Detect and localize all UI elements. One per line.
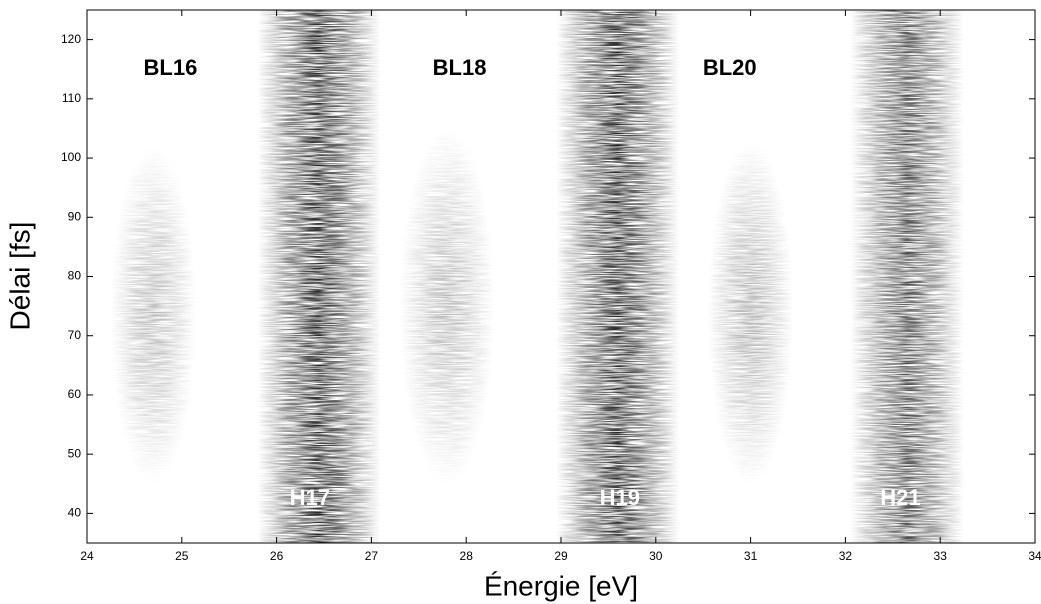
x-tick-label: 24 (80, 549, 94, 563)
x-tick-label: 27 (365, 549, 379, 563)
y-tick-label: 100 (61, 150, 81, 164)
x-tick-label: 26 (270, 549, 284, 563)
band (556, 10, 680, 543)
band-layer (110, 10, 964, 543)
band-label: H17 (290, 485, 330, 510)
y-tick-label: 70 (68, 328, 82, 342)
x-tick-label: 32 (839, 549, 853, 563)
band (707, 140, 794, 484)
band (110, 146, 197, 484)
band-label: BL18 (433, 55, 487, 80)
x-axis-label: Énergie [eV] (484, 570, 638, 601)
band (257, 10, 381, 543)
band-label: BL20 (703, 55, 757, 80)
x-tick-label: 33 (934, 549, 948, 563)
x-tick-label: 28 (460, 549, 474, 563)
band-label: H19 (600, 485, 640, 510)
x-tick-label: 30 (649, 549, 663, 563)
y-tick-label: 40 (68, 506, 82, 520)
y-tick-label: 80 (68, 269, 82, 283)
band (850, 10, 964, 543)
band-label: BL16 (144, 55, 198, 80)
y-tick-label: 50 (68, 446, 82, 460)
y-tick-label: 120 (61, 32, 81, 46)
x-tick-label: 31 (744, 549, 758, 563)
x-tick-label: 25 (175, 549, 189, 563)
band (399, 128, 495, 484)
band-label: H21 (880, 485, 920, 510)
y-tick-label: 60 (68, 387, 82, 401)
x-tick-label: 29 (554, 549, 568, 563)
y-tick-label: 90 (68, 209, 82, 223)
y-tick-label: 110 (62, 91, 81, 105)
y-axis-label: Délai [fs] (4, 222, 35, 331)
x-tick-label: 34 (1028, 549, 1041, 563)
